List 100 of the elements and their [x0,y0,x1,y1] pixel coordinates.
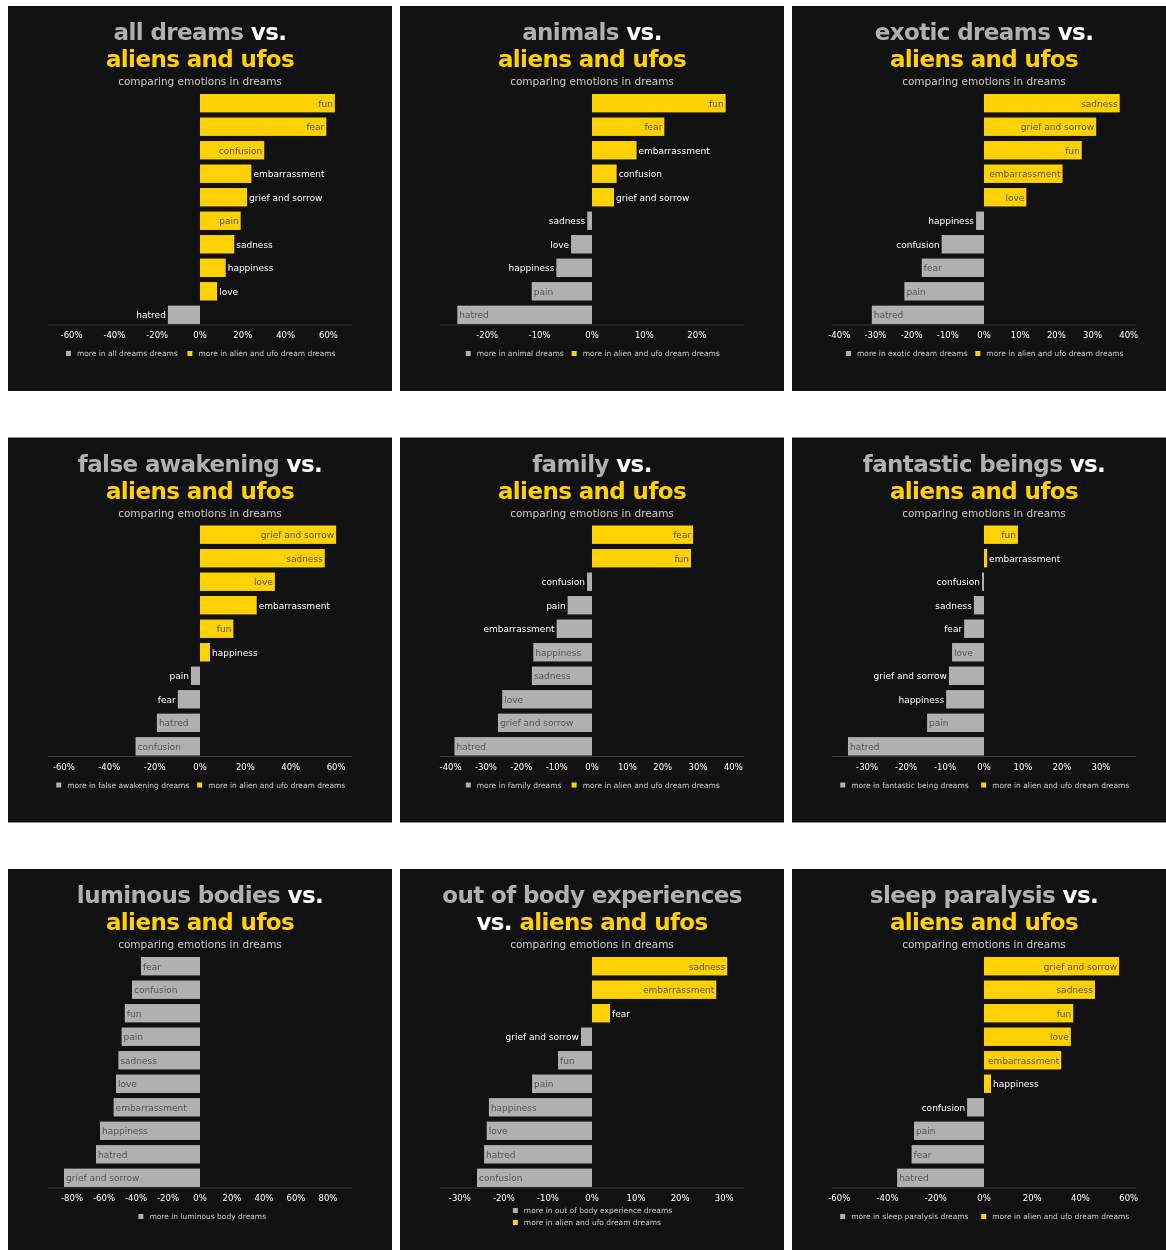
bar [486,1121,592,1140]
category-label: sadness [533,671,571,682]
chart-title: family vs. aliens and ufos [497,450,687,504]
category-label: pain [123,1032,144,1043]
x-tick-label: 20% [653,761,673,772]
x-tick-label: -10% [528,330,551,340]
category-label: sadness [688,961,726,972]
x-tick-label: -30% [474,761,497,772]
category-label: fear [944,624,963,635]
x-tick-label: 0% [193,330,207,340]
x-tick-label: -40% [103,330,126,340]
bar [200,188,248,207]
category-label: love [1049,1032,1069,1043]
bar [973,596,984,615]
bar [556,619,592,638]
x-tick-label: 10% [634,330,654,340]
chart-title: all dreams vs. aliens and ufos [105,19,295,72]
bar [200,549,325,568]
category-label: confusion [921,1102,966,1113]
x-tick-label: 60% [326,761,346,772]
category-label: hatred [873,310,904,321]
bar [592,164,617,183]
x-tick-label: -10% [936,330,959,340]
category-label: pain [546,600,566,611]
x-tick-label: 0% [585,1193,599,1203]
category-label: embarrassment [643,985,715,996]
bar [946,690,984,709]
category-label: fun [1056,1008,1072,1019]
category-label: happiness [993,1079,1039,1090]
category-label: pain [929,718,949,729]
x-tick-label: -20% [143,761,166,772]
category-label: happiness [508,263,555,274]
category-label: confusion [896,239,940,250]
category-label: fun [709,98,724,109]
category-label: confusion [618,169,663,180]
category-label: fun [1001,530,1016,541]
category-label: hatred [136,310,166,321]
category-label: confusion [541,577,586,588]
bar [167,305,200,324]
bar [948,666,984,685]
x-tick-label: 10% [617,761,637,772]
bar [484,1145,592,1164]
x-tick-label: -60% [52,761,75,772]
x-tick-label: 20% [235,761,255,772]
bar [580,1027,592,1046]
bar [200,258,226,277]
category-label: love [253,577,273,588]
category-label: fear [142,961,161,972]
bar [200,235,235,254]
category-label: hatred [158,718,189,729]
category-label: grief and sorrow [873,671,947,682]
bar [592,525,694,544]
category-label: love [219,286,238,297]
x-tick-label: 0% [585,330,599,340]
bar [967,1098,984,1117]
category-label: happiness [211,647,258,658]
chart-subtitle: comparing emotions in dreams [510,506,674,519]
category-label: fun [216,624,232,635]
x-tick-label: -30% [864,330,887,340]
bar [984,94,1120,113]
category-label: pain [906,286,926,297]
bar [984,1074,991,1093]
category-label: grief and sorrow [499,718,574,729]
x-tick-label: -20% [157,1193,179,1203]
x-tick-label: 40% [1119,330,1139,340]
x-tick-label: 0% [193,761,207,772]
category-label: pain [534,1079,554,1090]
bar [502,690,592,709]
x-tick-label: -10% [545,761,568,772]
category-label: sadness [286,553,323,564]
category-label: happiness [928,216,975,227]
chart-subtitle: comparing emotions in dreams [118,506,282,519]
bar [567,596,592,615]
category-label: confusion [936,577,981,588]
bar [200,164,252,183]
bar [457,305,592,324]
category-label: confusion [137,741,182,752]
x-tick-label: 0% [977,761,991,772]
bar [984,549,988,568]
category-label: happiness [490,1102,537,1113]
bar [927,713,984,732]
category-label: confusion [479,1173,523,1184]
category-label: pain [916,1126,936,1137]
x-tick-label: 20% [687,330,707,340]
bar [592,549,691,568]
x-tick-label: -20% [476,330,499,340]
category-label: fear [673,530,692,541]
bar [984,1004,1074,1023]
category-label: pain [169,671,189,682]
x-tick-label: 60% [286,1193,306,1203]
x-tick-label: 10% [626,1193,646,1203]
bar [984,1027,1071,1046]
bar [592,188,615,207]
chart-subtitle: comparing emotions in dreams [118,938,282,950]
bar [921,258,984,277]
x-tick-label: -60% [828,1193,851,1203]
x-tick-label: -60% [93,1193,115,1203]
category-label: fun [318,98,333,109]
bar [200,117,327,136]
x-tick-label: -40% [876,1193,899,1203]
